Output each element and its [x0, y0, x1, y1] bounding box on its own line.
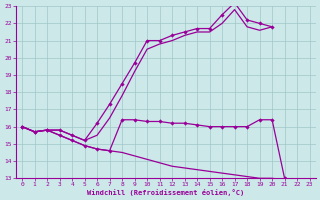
X-axis label: Windchill (Refroidissement éolien,°C): Windchill (Refroidissement éolien,°C)	[87, 189, 244, 196]
